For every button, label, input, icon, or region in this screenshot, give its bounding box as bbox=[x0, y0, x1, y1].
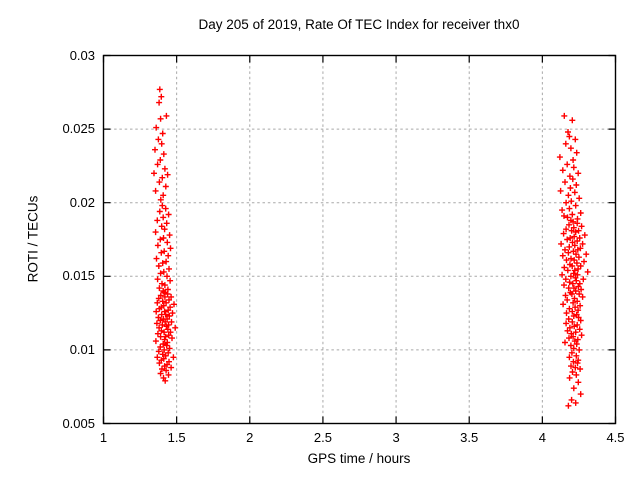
x-tick-label: 4 bbox=[538, 430, 546, 445]
x-tick-label: 3 bbox=[392, 430, 400, 445]
x-tick-label: 1.5 bbox=[167, 430, 186, 445]
x-tick-label: 2 bbox=[246, 430, 254, 445]
y-tick-label: 0.03 bbox=[69, 47, 95, 63]
x-tick-label: 1 bbox=[99, 430, 108, 445]
plot-border bbox=[102, 54, 617, 425]
x-tick-label: 2.5 bbox=[313, 430, 332, 445]
y-tick-label: 0.005 bbox=[62, 415, 95, 431]
x-tick-label: 3.5 bbox=[460, 430, 479, 445]
y-tick-label: 0.015 bbox=[62, 268, 95, 284]
axis-tick-marks bbox=[102, 54, 617, 425]
grid-lines bbox=[103, 55, 616, 424]
y-tick-label: 0.025 bbox=[62, 121, 95, 137]
chart-title: Day 205 of 2019, Rate Of TEC Index for r… bbox=[198, 17, 520, 32]
scatter-points-pass-1p4h bbox=[151, 86, 179, 384]
y-tick-label: 0.01 bbox=[69, 341, 95, 357]
scatter-points-pass-4p2h bbox=[556, 112, 591, 409]
x-tick-label: 4.5 bbox=[606, 430, 625, 445]
y-tick-label: 0.02 bbox=[69, 194, 95, 210]
x-axis-label: GPS time / hours bbox=[307, 451, 411, 466]
